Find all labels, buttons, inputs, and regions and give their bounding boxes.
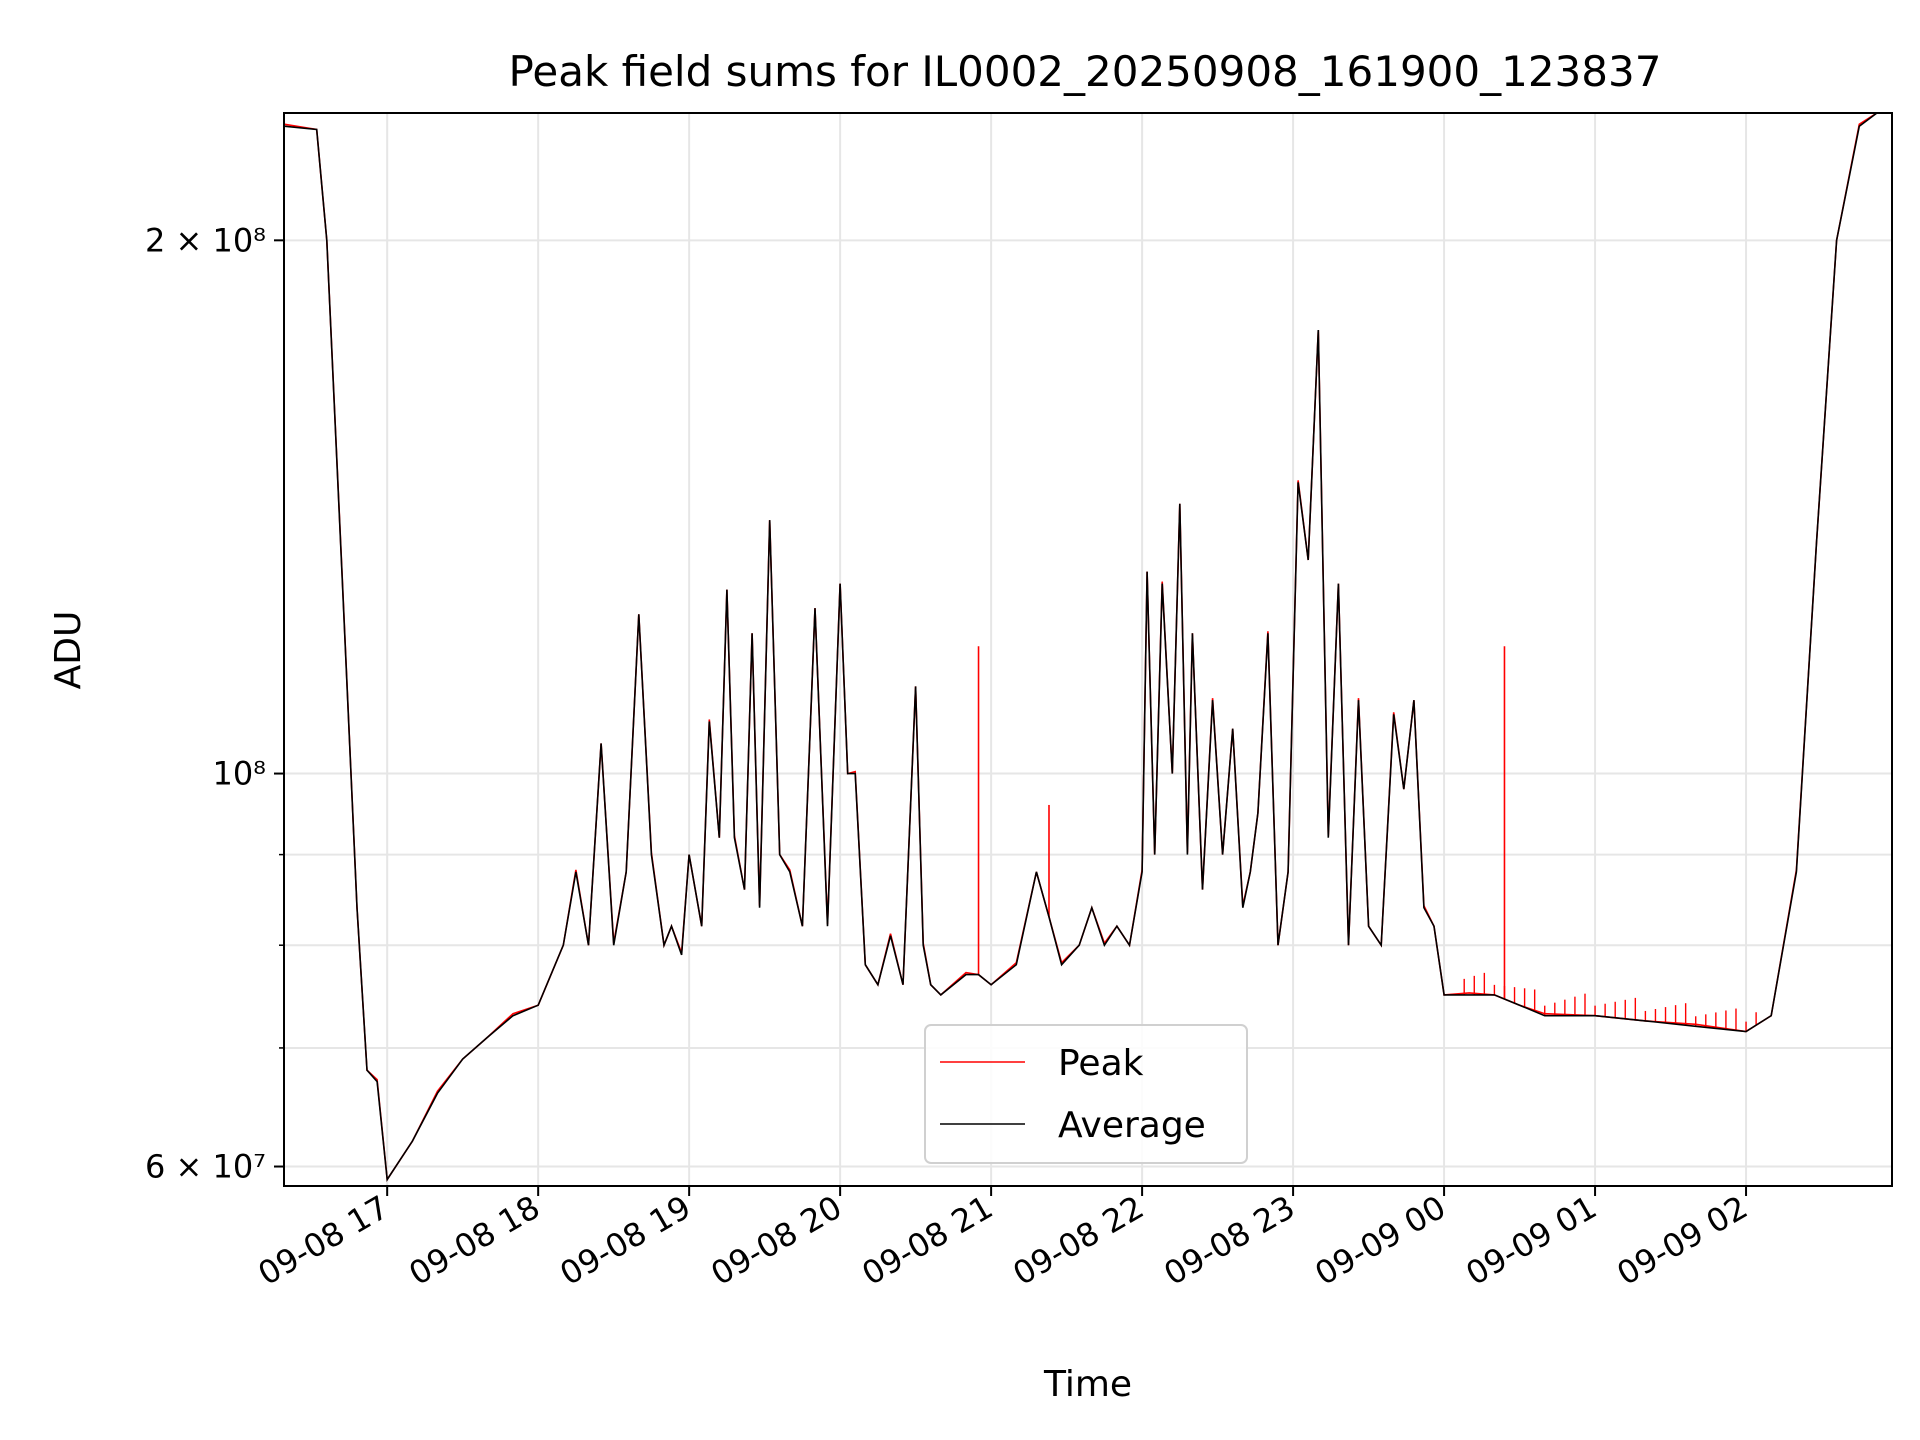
legend: Peak Average bbox=[924, 1024, 1248, 1164]
plot-frame bbox=[283, 112, 1893, 1187]
y-axis-ticks: 6 × 10⁷ 10⁸ 2 × 10⁸ bbox=[145, 221, 284, 1186]
grid-lines bbox=[284, 113, 1892, 1186]
legend-label-peak: Peak bbox=[1058, 1043, 1144, 1084]
y-axis-label: ADU bbox=[48, 611, 89, 690]
series-line-average bbox=[284, 113, 1892, 1182]
y-tick-label: 2 × 10⁸ bbox=[145, 221, 266, 259]
y-tick-label: 10⁸ bbox=[212, 755, 266, 793]
legend-label-average: Average bbox=[1058, 1105, 1206, 1146]
chart-title: Peak field sums for IL0002_20250908_1619… bbox=[509, 47, 1662, 96]
y-tick-label: 6 × 10⁷ bbox=[145, 1148, 266, 1186]
legend-box bbox=[924, 1024, 1248, 1164]
series-layer bbox=[284, 113, 1892, 1182]
x-axis-label: Time bbox=[1043, 1364, 1132, 1405]
